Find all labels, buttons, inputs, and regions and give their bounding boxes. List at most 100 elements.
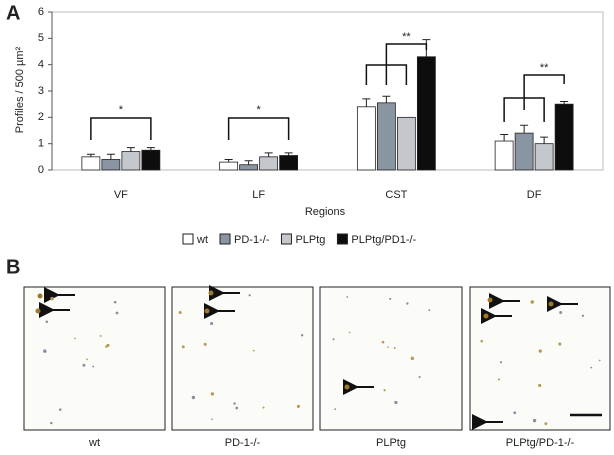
speckle [204,343,207,346]
speckle [114,301,117,304]
image-frame [470,287,610,430]
speckle [558,343,561,346]
legend-label: PLPtg/PD1-/- [351,234,416,246]
deposit [345,385,350,390]
speckle [411,357,414,360]
error-bar [382,96,390,103]
speckle [210,322,213,325]
speckle [500,361,502,363]
speckle [582,315,584,317]
bar [102,159,120,170]
speckle [349,332,351,334]
speckle [406,302,408,304]
x-tick-label: VF [114,189,128,201]
image-caption: wt [88,437,100,449]
bar [142,150,160,170]
speckle [533,419,536,422]
image-frame [320,287,462,430]
speckle [116,312,119,315]
image-frame [24,287,165,430]
image-caption: PD-1-/- [225,437,261,449]
legend-swatch [281,234,291,244]
y-tick-label: 3 [38,85,44,97]
y-tick-label: 6 [38,6,44,18]
speckle [235,407,238,410]
speckle [46,321,49,324]
speckle [428,309,430,311]
legend-swatch [220,234,230,244]
micrographs [24,287,610,430]
deposit [209,291,214,296]
legend-label: wt [196,234,208,246]
bar [260,157,278,170]
speckle [590,367,592,369]
image-caption: PLPtg [376,437,406,449]
legend-swatch [183,234,193,244]
speckle [480,340,483,343]
speckle [50,297,53,300]
speckle [100,335,102,337]
error-bar [127,148,135,152]
y-tick-label: 1 [38,138,44,150]
error-bar [107,154,115,159]
speckle [43,349,47,353]
deposit [38,294,43,299]
speckle [192,396,195,399]
speckle [332,338,334,340]
speckle [559,311,562,314]
deposit [549,302,554,307]
speckle [599,360,601,362]
speckle [182,345,185,348]
image-caption: PLPtg/PD-1-/- [506,437,575,449]
deposit [36,309,41,314]
error-bar [265,153,273,157]
significance-label: ** [402,31,411,43]
speckle [59,408,62,411]
significance-bracket [91,118,151,140]
speckle [86,358,88,360]
bar [280,156,298,170]
speckle [387,346,389,348]
deposit [488,298,493,303]
legend-label: PLPtg [295,234,325,246]
y-tick-label: 2 [38,111,44,123]
x-tick-label: CST [385,189,407,201]
speckle [544,422,547,425]
x-tick-label: DF [527,189,542,201]
speckle [498,378,500,380]
bar [220,162,238,170]
speckle [301,334,303,336]
speckle [389,298,391,300]
speckle [382,341,385,344]
speckle [334,408,336,410]
bar [417,57,435,170]
error-bar [362,99,370,107]
bar [82,157,100,170]
speckle [211,392,214,395]
speckle [233,402,236,405]
deposit [484,314,489,319]
y-tick-label: 0 [38,164,44,176]
significance-bracket [229,118,289,140]
speckle [297,405,300,408]
speckle [211,418,213,420]
speckle [179,311,182,314]
deposit [205,309,210,314]
panel-label: A [6,2,20,24]
speckle [249,294,251,296]
speckle [383,389,385,391]
significance-label: ** [540,62,549,74]
bar [555,104,573,170]
bar [535,144,553,170]
bar [377,103,395,170]
legend-label: PD-1-/- [234,234,270,246]
bar [495,141,513,170]
x-tick-label: LF [252,189,265,201]
speckle [539,349,542,352]
error-bar [245,161,253,165]
error-bar [520,125,528,133]
speckle [538,384,541,387]
y-tick-label: 5 [38,32,44,44]
speckle [394,401,397,404]
speckle [262,407,264,409]
